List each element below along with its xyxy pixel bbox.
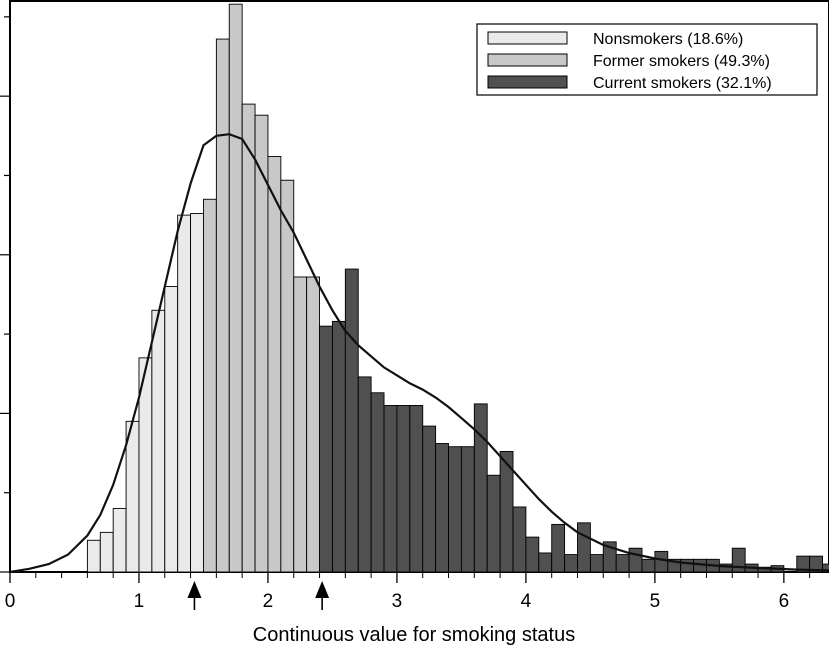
bar-nonsmokers — [164, 286, 179, 573]
legend: Nonsmokers (18.6%) Former smokers (49.3%… — [476, 23, 818, 96]
legend-label-current: Current smokers (32.1%) — [593, 75, 772, 92]
x-tick-label: 5 — [650, 591, 661, 612]
x-tick-label: 3 — [392, 591, 403, 612]
bar-nonsmokers — [86, 539, 101, 573]
bar-current — [654, 550, 669, 573]
bar-current — [370, 392, 385, 573]
bar-nonsmokers — [177, 214, 192, 573]
bar-current — [615, 554, 630, 573]
legend-label-nonsmokers: Nonsmokers (18.6%) — [593, 31, 743, 48]
bar-current — [383, 405, 398, 573]
bar-nonsmokers — [112, 508, 127, 573]
bar-current — [680, 558, 695, 573]
bar-current — [344, 268, 359, 573]
bar-current — [577, 522, 591, 573]
x-tick-label: 6 — [779, 591, 790, 612]
bar-current — [486, 474, 501, 573]
bar-current — [525, 536, 540, 573]
bar-current — [641, 558, 656, 573]
x-tick-label: 2 — [263, 591, 274, 612]
bar-current — [460, 446, 475, 573]
bar-former — [241, 103, 256, 573]
cutoff-arrows — [187, 581, 330, 610]
bar-former — [215, 38, 230, 573]
bar-current — [319, 325, 333, 573]
bar-nonsmokers — [99, 531, 114, 573]
legend-swatch-former — [487, 53, 568, 67]
bar-current — [473, 403, 488, 573]
legend-swatch-current — [487, 75, 568, 89]
bar-former — [203, 198, 217, 573]
bar-former — [280, 179, 295, 573]
bar-current — [422, 425, 437, 573]
bar-former — [254, 114, 269, 573]
bar-current — [448, 446, 462, 573]
bar-former — [228, 3, 243, 573]
bar-current — [589, 554, 604, 573]
legend-label-former: Former smokers (49.3%) — [593, 53, 770, 70]
bar-current — [396, 405, 411, 573]
cutoff-arrow-head — [187, 581, 202, 598]
bar-nonsmokers — [125, 420, 140, 573]
bar-current — [512, 506, 527, 573]
bar-former — [293, 276, 308, 573]
x-tick-label: 1 — [134, 591, 145, 612]
bar-current — [435, 443, 449, 573]
bar-current — [409, 405, 424, 573]
bar-current — [551, 523, 566, 573]
cutoff-arrow-head — [315, 581, 330, 598]
axes: 0 1 2 3 4 5 6 — [0, 16, 811, 612]
bar-current — [731, 547, 746, 573]
bar-former — [306, 276, 320, 573]
x-axis-title: Continuous value for smoking status — [253, 624, 575, 646]
bar-former — [267, 155, 282, 573]
bar-nonsmokers — [190, 213, 204, 573]
density-curve — [9, 133, 829, 574]
bar-current — [564, 554, 578, 573]
x-tick-label: 4 — [521, 591, 532, 612]
x-tick-label: 0 — [5, 591, 16, 612]
bar-current — [822, 563, 829, 573]
bar-current — [628, 547, 643, 573]
bar-current — [357, 376, 372, 573]
legend-swatch-nonsmokers — [487, 31, 568, 45]
bar-current — [538, 552, 553, 573]
histogram-bars — [86, 3, 829, 573]
bar-current — [331, 320, 346, 573]
bar-nonsmokers — [151, 309, 166, 573]
